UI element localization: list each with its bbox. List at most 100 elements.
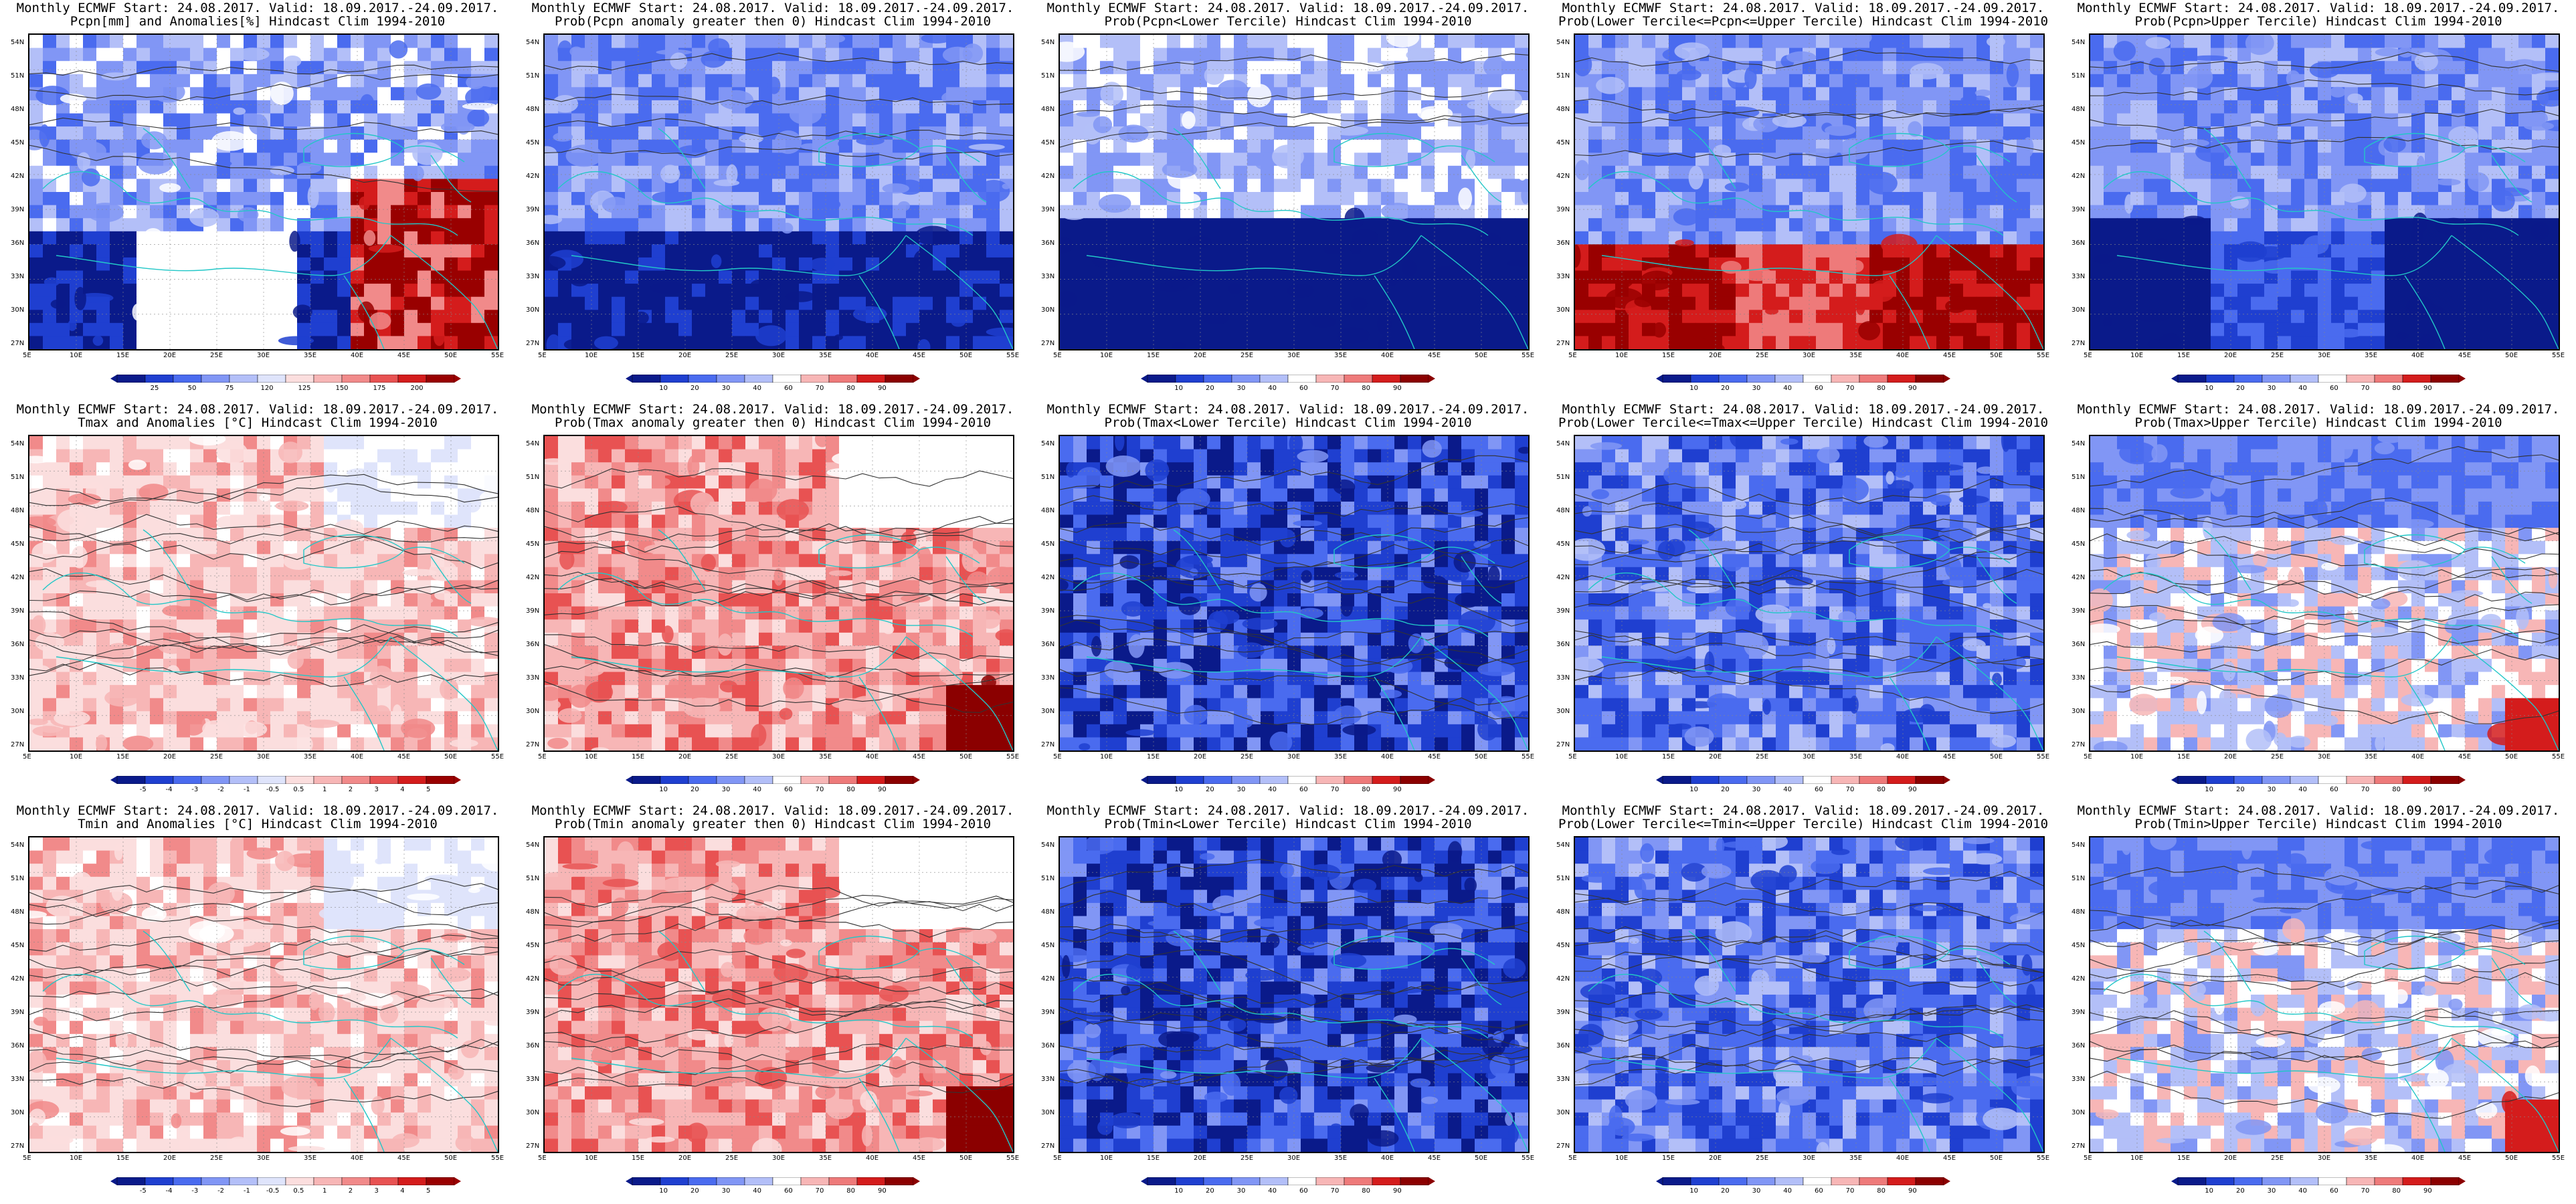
color-bar-tick-label: 70 xyxy=(1845,1187,1855,1195)
map-area xyxy=(543,836,1014,1153)
map-field xyxy=(1575,436,2043,750)
color-bar-tick-label: 90 xyxy=(1908,786,1917,793)
lat-tick-label: 48N xyxy=(1041,908,1055,916)
panel-title: Monthly ECMWF Start: 24.08.2017. Valid: … xyxy=(531,402,1014,417)
lon-tick-label: 20E xyxy=(1194,352,1207,359)
lon-tick-label: 20E xyxy=(678,1155,692,1162)
color-bar-tick-label: 90 xyxy=(1908,1187,1917,1195)
lat-tick-label: 51N xyxy=(1041,875,1055,882)
lat-tick-label: 39N xyxy=(11,1009,25,1016)
lon-tick-label: 40E xyxy=(866,1155,879,1162)
lon-tick-label: 5E xyxy=(23,352,31,359)
panel-subtitle: Prob(Lower Tercile<=Tmin<=Upper Tercile)… xyxy=(1558,817,2049,831)
color-bar-tick-label: 60 xyxy=(1299,786,1308,793)
color-bar-tick-label: 3 xyxy=(374,786,379,793)
lat-tick-label: 51N xyxy=(526,72,540,80)
lat-tick-label: 36N xyxy=(526,1042,540,1049)
lon-tick-label: 20E xyxy=(2224,1155,2237,1162)
lon-tick-label: 40E xyxy=(1896,352,1910,359)
lat-tick-label: 30N xyxy=(526,306,540,314)
map-area xyxy=(2089,33,2560,350)
lat-tick-label: 36N xyxy=(1556,641,1570,648)
lon-tick-label: 40E xyxy=(866,352,879,359)
color-bar-tick-label: 30 xyxy=(1236,786,1246,793)
lat-tick-label: 48N xyxy=(2072,106,2086,113)
map-panel: Monthly ECMWF Start: 24.08.2017. Valid: … xyxy=(1546,0,2061,401)
lat-tick-label: 30N xyxy=(526,708,540,715)
panel-title: Monthly ECMWF Start: 24.08.2017. Valid: … xyxy=(2077,402,2560,417)
color-bar-tick-label: 30 xyxy=(721,385,731,392)
map-field xyxy=(1060,436,1528,750)
map-field xyxy=(29,436,498,750)
lat-tick-label: 33N xyxy=(2072,1076,2086,1083)
color-bar-tick-label: 1 xyxy=(322,786,327,793)
lon-tick-label: 50E xyxy=(1990,753,2003,761)
color-bar-tick-label: 70 xyxy=(2361,786,2370,793)
lon-tick-label: 15E xyxy=(2177,352,2191,359)
lat-tick-label: 45N xyxy=(526,942,540,949)
color-bar-tick-label: 60 xyxy=(1814,385,1823,392)
lat-tick-label: 45N xyxy=(1041,139,1055,146)
lat-tick-label: 51N xyxy=(1041,474,1055,481)
lon-tick-label: 35E xyxy=(819,352,832,359)
panel-subtitle: Prob(Tmin<Lower Tercile) Hindcast Clim 1… xyxy=(1104,817,1472,831)
color-bar-tick-label: 50 xyxy=(187,385,197,392)
lat-tick-label: 27N xyxy=(11,741,25,748)
lon-tick-label: 25E xyxy=(1756,1155,1769,1162)
lon-tick-label: 5E xyxy=(538,352,547,359)
color-bar-legend xyxy=(110,776,461,784)
color-bar-tick-label: 20 xyxy=(2235,1187,2245,1195)
color-bar-tick-label: 2 xyxy=(348,786,353,793)
panel-title: Monthly ECMWF Start: 24.08.2017. Valid: … xyxy=(1562,402,2045,417)
lon-tick-label: 55E xyxy=(491,1155,504,1162)
lon-tick-label: 55E xyxy=(1522,352,1535,359)
map-area xyxy=(1574,435,2045,752)
lat-tick-label: 39N xyxy=(1556,607,1570,615)
lon-tick-label: 10E xyxy=(585,352,598,359)
lon-tick-label: 20E xyxy=(2224,352,2237,359)
color-bar-tick-label: 20 xyxy=(1720,1187,1730,1195)
lon-tick-label: 25E xyxy=(210,1155,223,1162)
color-bar-tick-label: 90 xyxy=(2423,1187,2432,1195)
lon-tick-label: 25E xyxy=(1240,352,1254,359)
lat-tick-label: 48N xyxy=(1041,106,1055,113)
color-bar-legend xyxy=(110,1177,461,1185)
lon-tick-label: 35E xyxy=(1849,352,1863,359)
color-bar-tick-label: -0.5 xyxy=(266,786,280,793)
lat-tick-label: 42N xyxy=(1556,975,1570,983)
lat-tick-label: 54N xyxy=(1556,39,1570,46)
color-bar-labels: 10 20 30 40 60 70 80 90 xyxy=(626,786,920,795)
lon-tick-label: 10E xyxy=(70,753,83,761)
color-bar-tick-label: 60 xyxy=(2329,1187,2338,1195)
color-bar-tick-label: -1 xyxy=(243,1187,250,1195)
lat-tick-label: 51N xyxy=(11,474,25,481)
lat-tick-label: 51N xyxy=(1556,72,1570,80)
color-bar-tick-label: 80 xyxy=(846,786,856,793)
lat-tick-label: 42N xyxy=(526,173,540,180)
panel-title: Monthly ECMWF Start: 24.08.2017. Valid: … xyxy=(16,803,499,818)
color-bar-tick-label: 10 xyxy=(1689,1187,1699,1195)
lon-tick-label: 5E xyxy=(1568,753,1577,761)
lon-tick-label: 55E xyxy=(2552,352,2565,359)
lat-tick-label: 48N xyxy=(2072,908,2086,916)
color-bar-tick-label: -3 xyxy=(191,786,199,793)
lon-tick-label: 5E xyxy=(1053,352,1062,359)
lon-tick-label: 5E xyxy=(538,1155,547,1162)
color-bar-tick-label: 20 xyxy=(1205,786,1214,793)
lon-tick-label: 30E xyxy=(2318,352,2331,359)
lat-tick-label: 27N xyxy=(526,1142,540,1150)
color-bar-tick-label: 60 xyxy=(2329,786,2338,793)
lon-tick-label: 20E xyxy=(1709,1155,1722,1162)
lon-tick-label: 55E xyxy=(1006,1155,1020,1162)
color-bar-tick-label: 5 xyxy=(426,786,431,793)
map-panel: Monthly ECMWF Start: 24.08.2017. Valid: … xyxy=(515,803,1030,1204)
color-bar-labels: 10 20 30 40 60 70 80 90 xyxy=(2171,1187,2466,1197)
map-panel: Monthly ECMWF Start: 24.08.2017. Valid: … xyxy=(515,401,1030,803)
lat-tick-label: 33N xyxy=(1556,674,1570,682)
color-bar-tick-label: 80 xyxy=(2392,385,2401,392)
lat-tick-label: 45N xyxy=(2072,540,2086,548)
lon-tick-label: 30E xyxy=(257,1155,270,1162)
color-bar-tick-label: -4 xyxy=(165,786,173,793)
lon-tick-label: 30E xyxy=(772,1155,786,1162)
map-field xyxy=(1060,837,1528,1152)
